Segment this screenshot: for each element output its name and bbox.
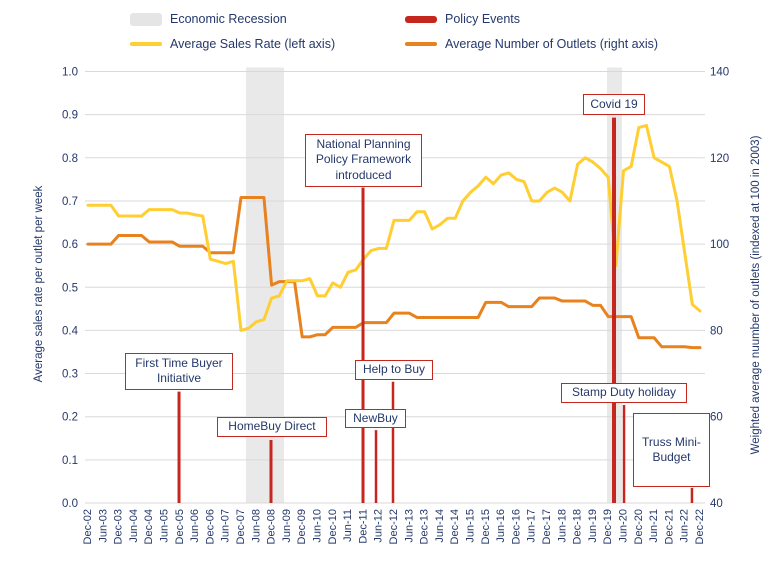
y-tick-label-left: 0.7 <box>62 196 78 208</box>
y-tick-label-left: 0.2 <box>62 412 78 424</box>
x-tick-label: Jun-05 <box>159 509 171 543</box>
x-tick-label: Jun-12 <box>373 509 385 543</box>
x-tick-label: Dec-06 <box>204 509 216 544</box>
event-box-text: First Time Buyer <box>135 356 223 371</box>
y-tick-label-left: 0.0 <box>62 498 78 510</box>
y-tick-label-right: 60 <box>710 412 723 424</box>
event-box-text: Budget <box>652 449 691 464</box>
y-tick-label-left: 0.1 <box>62 455 78 467</box>
event-box: Stamp Duty holiday <box>560 383 687 403</box>
policy-swatch <box>405 15 437 23</box>
y-tick-label-left: 0.3 <box>62 369 78 381</box>
event-box: NewBuy <box>344 408 406 428</box>
x-tick-label: Dec-17 <box>541 509 553 544</box>
x-tick-label: Jun-14 <box>434 509 446 543</box>
x-tick-label: Dec-19 <box>602 509 614 544</box>
recession-band <box>245 67 284 503</box>
event-box-text: NewBuy <box>353 410 398 425</box>
x-tick-label: Dec-03 <box>113 509 125 544</box>
y-tick-label-right: 100 <box>710 239 729 251</box>
x-tick-label: Dec-15 <box>480 509 492 544</box>
event-box-text: Truss Mini- <box>642 434 701 449</box>
legend-item-sales: Average Sales Rate (left axis) <box>130 36 335 52</box>
x-tick-label: Dec-20 <box>633 509 645 544</box>
x-tick-label: Dec-14 <box>449 509 461 544</box>
y-tick-label-left: 0.4 <box>62 325 79 337</box>
x-tick-label: Jun-22 <box>679 509 691 543</box>
event-box-text: Covid 19 <box>590 96 638 111</box>
y-tick-label-right: 140 <box>710 67 729 79</box>
y-tick-label-left: 0.8 <box>62 153 78 165</box>
x-tick-label: Dec-07 <box>235 509 247 544</box>
y-tick-label-right: 40 <box>710 498 723 510</box>
x-tick-label: Jun-10 <box>312 509 324 543</box>
recession-swatch <box>130 12 162 26</box>
x-tick-label: Jun-13 <box>403 509 415 543</box>
x-tick-label: Dec-08 <box>266 509 278 544</box>
x-tick-label: Jun-04 <box>128 509 140 543</box>
x-tick-label: Jun-03 <box>97 509 109 543</box>
sales-rate-line <box>86 123 702 332</box>
legend-label-sales: Average Sales Rate (left axis) <box>170 37 336 51</box>
x-tick-label: Dec-10 <box>327 509 339 544</box>
y-tick-label-left: 0.9 <box>62 110 78 122</box>
outlets-line-swatch <box>405 42 437 46</box>
x-tick-label: Dec-16 <box>510 509 522 544</box>
event-box-text: Help to Buy <box>362 362 426 377</box>
x-tick-label: Jun-07 <box>220 509 232 543</box>
event-box: Help to Buy <box>354 359 433 380</box>
event-box-text: Stamp Duty holiday <box>571 385 676 400</box>
x-tick-label: Dec-22 <box>694 509 706 544</box>
event-box: First Time Buyer Initiative <box>125 352 233 390</box>
y-tick-label-right: 120 <box>710 153 729 165</box>
y-tick-label-left: 1.0 <box>62 67 78 79</box>
x-tick-label: Dec-04 <box>143 509 155 544</box>
legend-item-recession: Economic Recession <box>130 11 287 27</box>
x-tick-label: Dec-12 <box>388 509 400 544</box>
x-tick-label: Jun-09 <box>281 509 293 543</box>
y-tick-label-left: 0.5 <box>62 282 78 294</box>
legend-item-outlets: Average Number of Outlets (right axis) <box>405 36 658 52</box>
event-box: Truss Mini- Budget <box>632 412 710 488</box>
sales-line-swatch <box>130 42 162 46</box>
outlets-line <box>86 195 702 350</box>
event-box: Covid 19 <box>583 94 645 115</box>
x-tick-label: Jun-11 <box>342 509 354 542</box>
event-box-text: Policy Framework <box>315 152 412 167</box>
x-tick-label: Jun-06 <box>189 509 201 543</box>
x-tick-label: Jun-08 <box>250 509 262 543</box>
x-tick-label: Jun-15 <box>465 509 477 543</box>
event-box-text: introduced <box>335 167 392 182</box>
legend-label-policy: Policy Events <box>445 12 521 26</box>
y-tick-label-right: 80 <box>710 325 723 337</box>
x-tick-label: Jun-18 <box>556 509 568 543</box>
event-box: National Planning Policy Framework introdu… <box>305 133 422 187</box>
x-tick-label: Jun-16 <box>495 509 507 543</box>
event-box-text: National Planning <box>316 137 411 152</box>
x-tick-label: Dec-21 <box>663 509 675 544</box>
event-box: HomeBuy Direct <box>216 416 327 437</box>
x-tick-label: Dec-18 <box>572 509 584 544</box>
x-tick-label: Dec-05 <box>174 509 186 544</box>
event-box-text: HomeBuy Direct <box>228 419 316 434</box>
x-tick-label: Jun-21 <box>648 509 660 543</box>
x-tick-label: Dec-02 <box>82 509 94 544</box>
x-tick-label: Jun-20 <box>618 509 630 543</box>
event-box-text: Initiative <box>156 371 201 386</box>
legend-label-recession: Economic Recession <box>170 12 287 26</box>
legend-label-outlets: Average Number of Outlets (right axis) <box>445 37 659 51</box>
x-tick-label: Jun-17 <box>526 509 538 543</box>
y-tick-label-left: 0.6 <box>62 239 78 251</box>
x-tick-label: Dec-13 <box>419 509 431 544</box>
x-tick-label: Dec-11 <box>357 509 369 544</box>
x-tick-label: Dec-09 <box>296 509 308 544</box>
x-tick-label: Jun-19 <box>587 509 599 543</box>
legend-item-policy: Policy Events <box>405 11 520 27</box>
